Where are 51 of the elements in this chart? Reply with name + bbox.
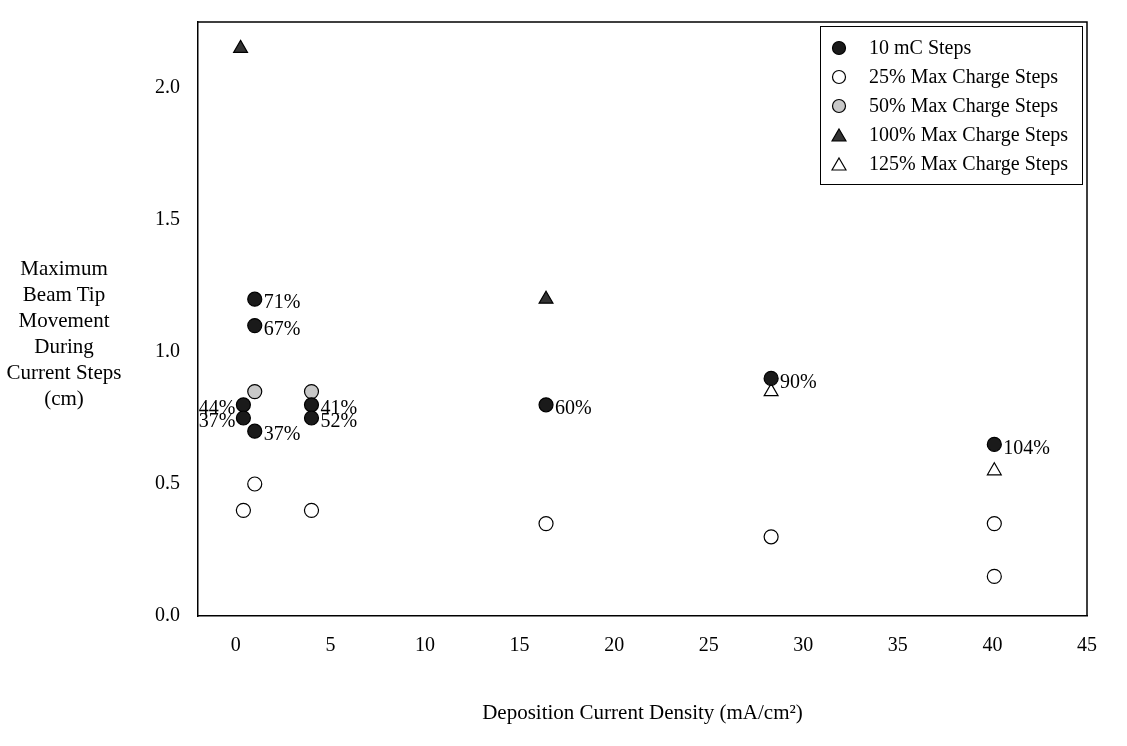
point: [247, 291, 263, 307]
legend-label: 125% Max Charge Steps: [869, 151, 1069, 177]
legend-label: 100% Max Charge Steps: [869, 122, 1069, 148]
x-tick-label: 45: [1077, 633, 1097, 656]
x-tick-label: 20: [604, 633, 625, 656]
y-tick-label: 0.0: [155, 603, 180, 626]
point: [233, 39, 249, 53]
point: [247, 318, 263, 334]
x-tick-label: 30: [793, 633, 814, 656]
point: [763, 529, 779, 545]
point: [538, 516, 554, 532]
point: [986, 436, 1002, 452]
annotation: 90%: [780, 369, 817, 392]
x-tick-label: 10: [414, 633, 435, 656]
point: [986, 516, 1002, 532]
x-tick-label: 40: [982, 633, 1003, 656]
point: [986, 568, 1002, 584]
annotation: 71%: [263, 290, 301, 313]
annotation: 37%: [263, 422, 301, 445]
point: [303, 502, 320, 518]
x-tick-label: 35: [887, 633, 908, 656]
point: [763, 383, 779, 397]
point: [247, 423, 263, 439]
point: [538, 397, 554, 413]
y-tick-label: 0.5: [155, 471, 180, 494]
point: [763, 370, 779, 386]
x-tick-label: 25: [698, 633, 719, 656]
point: [303, 410, 320, 426]
legend-label: 25% Max Charge Steps: [869, 64, 1059, 90]
y-tick-label: 2.0: [155, 75, 180, 98]
point: [538, 290, 554, 304]
x-tick-label: 5: [325, 633, 336, 656]
annotation: 104%: [1003, 435, 1050, 458]
point: [303, 397, 320, 413]
point: [235, 502, 251, 518]
annotation: 67%: [263, 316, 301, 339]
point: [247, 384, 263, 400]
y-axis-title: Maximum Beam Tip Movement During Current Steps (cm): [5, 255, 123, 411]
annotation: 60%: [555, 396, 592, 419]
point: [303, 384, 320, 400]
x-tick-label: 15: [509, 633, 530, 656]
point: [235, 397, 251, 413]
legend-label: 50% Max Charge Steps: [869, 93, 1059, 119]
point: [986, 462, 1002, 476]
point: [235, 410, 251, 426]
x-axis-title: Deposition Current Density (mA/cm²): [481, 700, 804, 725]
legend-label: 10 mC Steps: [869, 35, 972, 61]
x-tick-label: 0: [230, 633, 241, 656]
y-tick-label: 1.5: [155, 207, 180, 230]
point: [247, 476, 263, 492]
y-tick-label: 1.0: [155, 339, 180, 362]
